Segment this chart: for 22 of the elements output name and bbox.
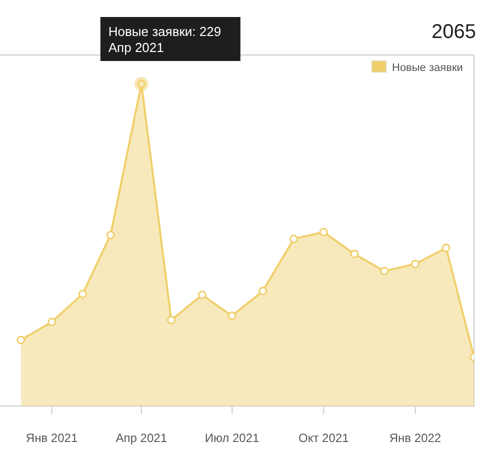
point <box>198 290 206 300</box>
x-tick-label: Янв 2022 <box>389 431 442 445</box>
point <box>290 234 298 244</box>
point <box>258 286 268 296</box>
point <box>228 312 236 320</box>
chart-title: 2065 <box>432 21 476 43</box>
point <box>319 228 328 236</box>
point <box>442 244 450 252</box>
x-tick-label: Июл 2021 <box>204 431 260 445</box>
point <box>380 266 389 276</box>
point <box>106 230 115 240</box>
x-tick-label: Янв 2021 <box>26 431 78 445</box>
x-tick-label: Апр 2021 <box>116 431 168 445</box>
point <box>78 290 87 298</box>
point <box>350 250 359 258</box>
legend-label: Новые заявки <box>392 62 463 74</box>
x-tick-label: Окт 2021 <box>298 431 350 445</box>
point <box>48 318 56 326</box>
point <box>167 316 176 324</box>
annotation: Новые заявки: 229 Апр 2021 <box>108 24 222 55</box>
point <box>16 336 26 344</box>
point <box>411 260 420 268</box>
